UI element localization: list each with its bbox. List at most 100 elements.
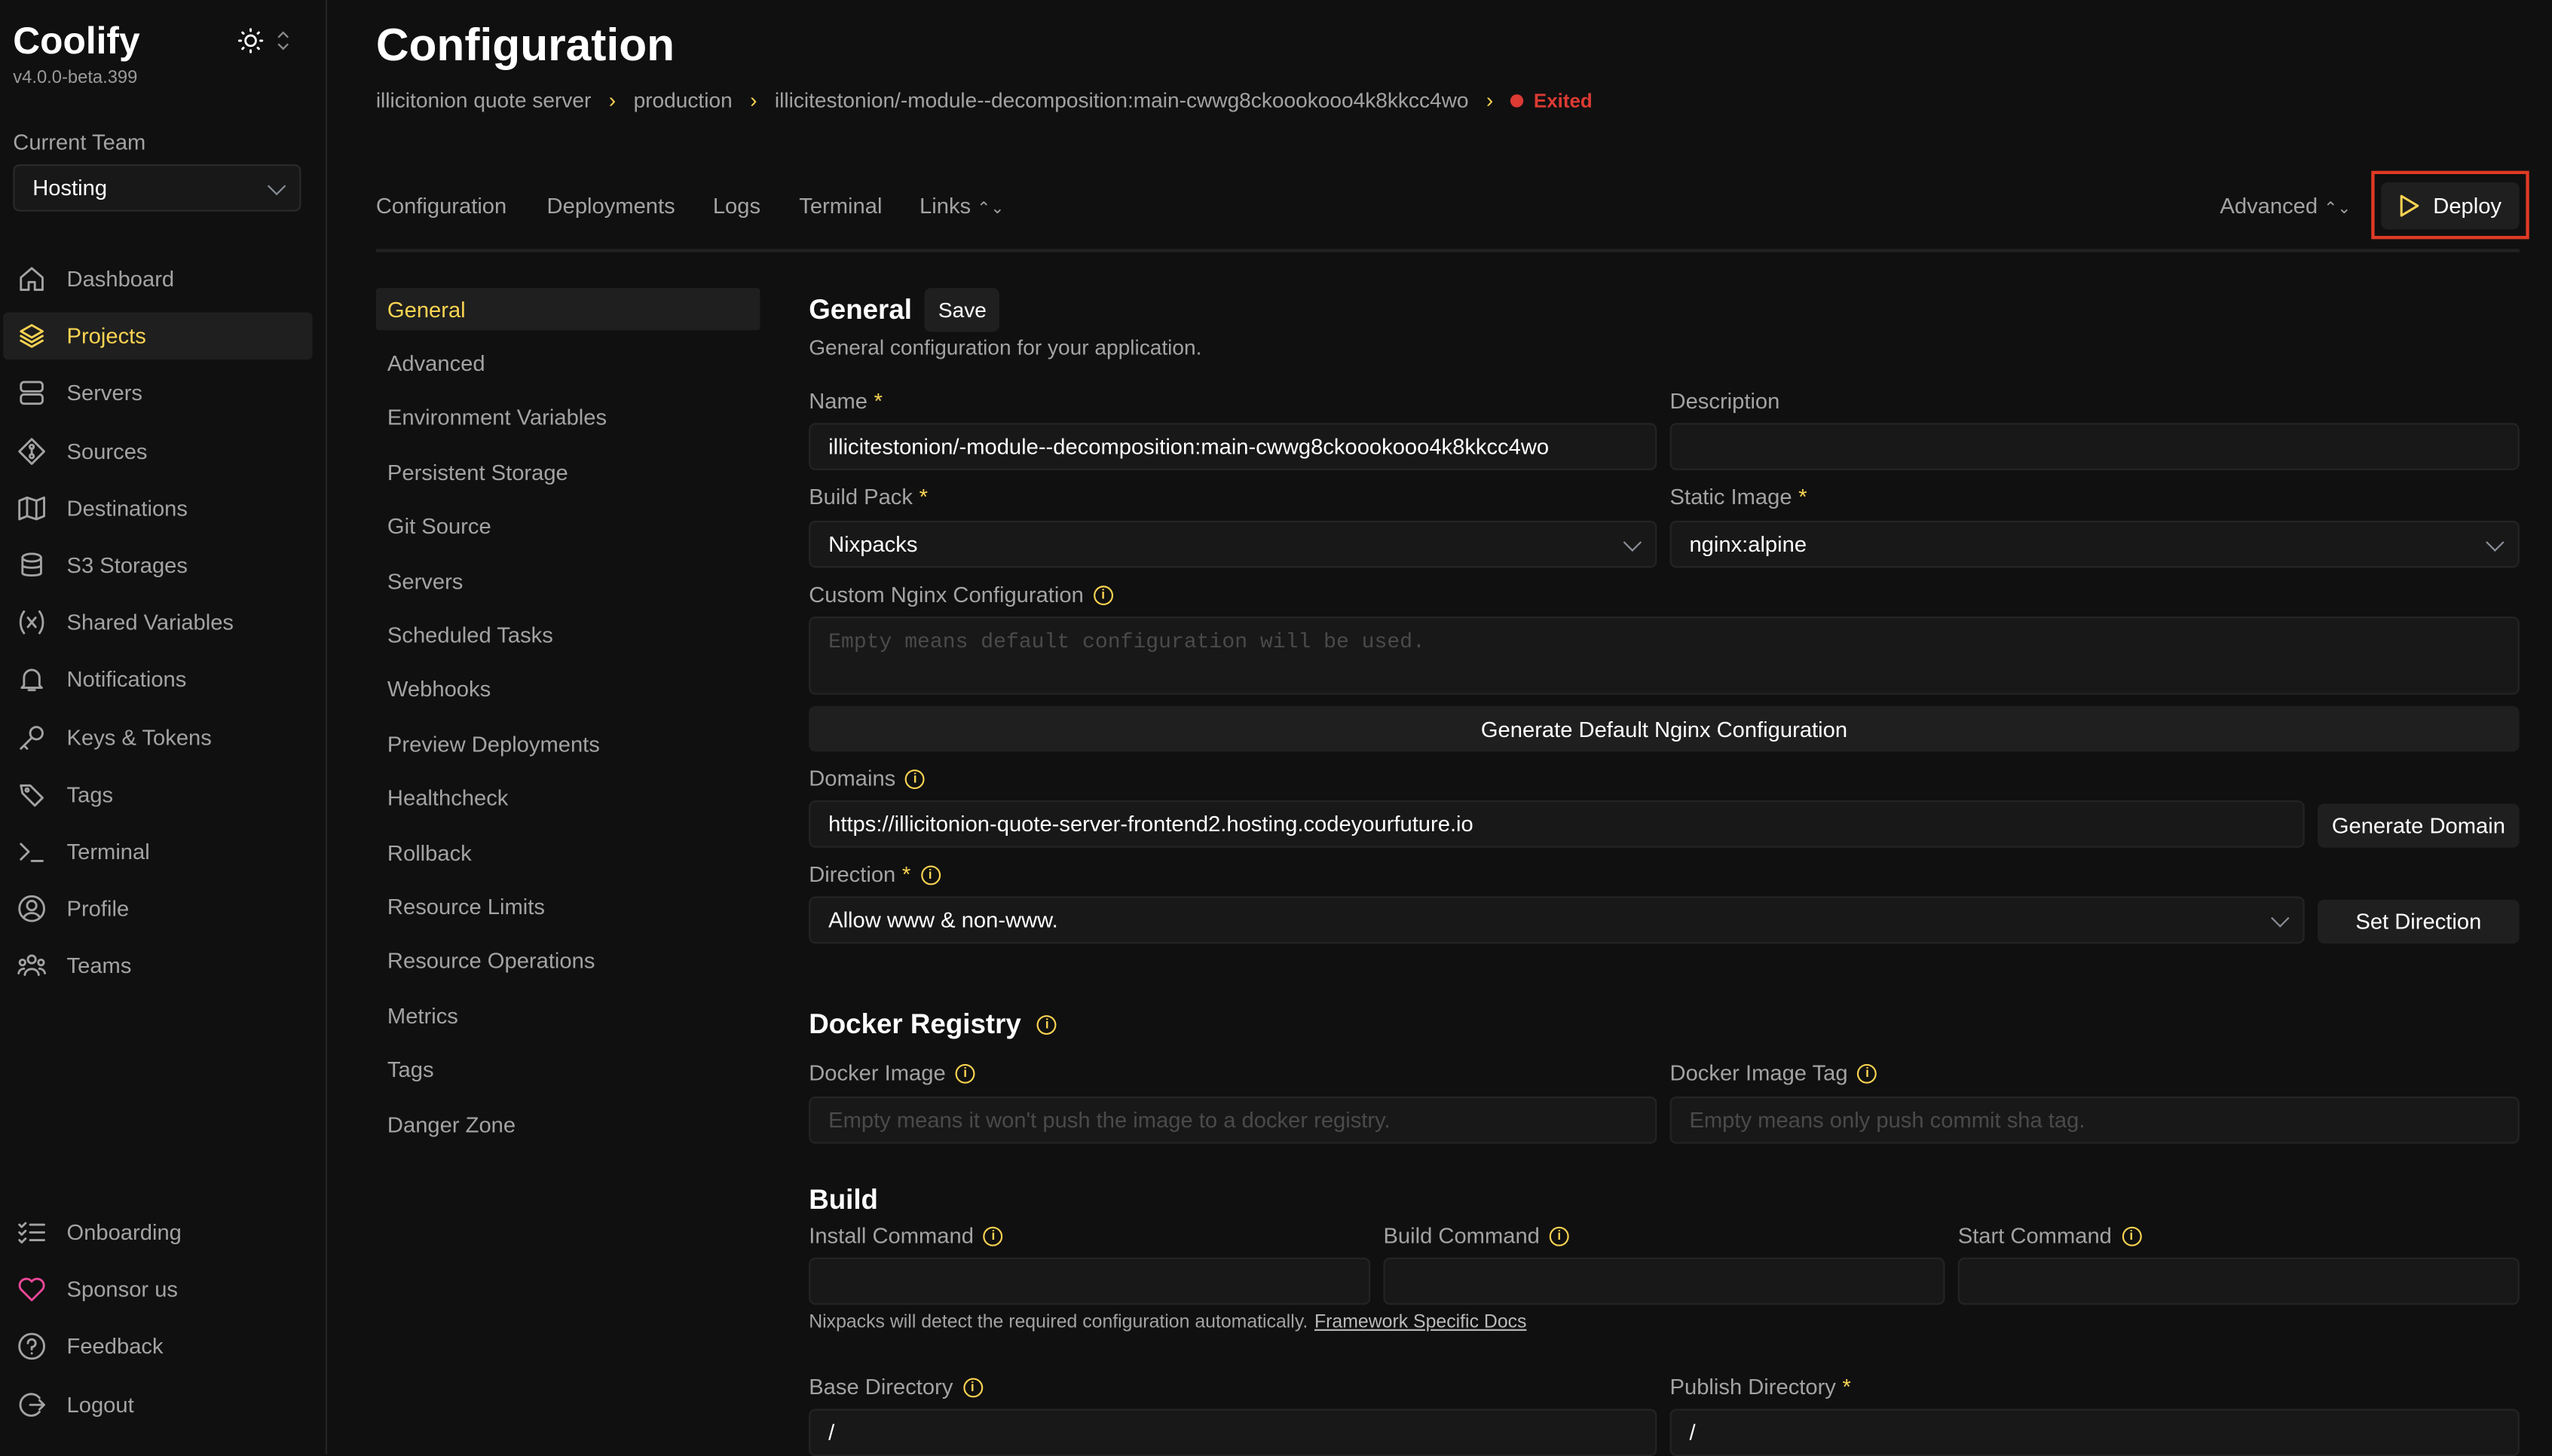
subnav-item-preview-deployments[interactable]: Preview Deployments <box>387 731 600 757</box>
subnav-item-advanced[interactable]: Advanced <box>387 351 485 376</box>
sidebar-item-s3-storages[interactable]: S3 Storages <box>3 542 312 589</box>
sidebar-item-dashboard[interactable]: Dashboard <box>3 255 312 303</box>
docker-image-label-text: Docker Image <box>809 1060 946 1085</box>
static-image-select[interactable]: nginx:alpine <box>1669 520 2520 568</box>
breadcrumb-project[interactable]: illicitonion quote server <box>375 87 592 112</box>
tab-deployments[interactable]: Deployments <box>546 193 675 219</box>
sidebar-item-keys-tokens[interactable]: Keys & Tokens <box>3 714 312 761</box>
sidebar-item-notifications[interactable]: Notifications <box>3 656 312 704</box>
general-subtitle: General configuration for your applicati… <box>809 335 1202 360</box>
required-icon: * <box>919 485 928 509</box>
play-icon <box>2400 194 2419 217</box>
install-command-label: Install Command i <box>809 1223 1003 1248</box>
subnav-item-rollback[interactable]: Rollback <box>387 840 472 865</box>
info-icon[interactable]: i <box>1037 1015 1057 1035</box>
publish-directory-input[interactable]: / <box>1669 1409 2520 1456</box>
tab-links[interactable]: Links ⌃⌄ <box>920 194 1004 218</box>
nginx-config-textarea[interactable]: Empty means default configuration will b… <box>809 616 2520 695</box>
chevron-down-icon <box>1623 532 1642 551</box>
subnav-item-danger-zone[interactable]: Danger Zone <box>387 1112 516 1136</box>
sidebar-item-logout[interactable]: Logout <box>3 1381 312 1428</box>
base-directory-input[interactable]: / <box>809 1409 1657 1456</box>
sidebar-item-label: Sponsor us <box>66 1277 179 1302</box>
info-icon[interactable]: i <box>955 1063 975 1083</box>
build-pack-label: Build Pack * <box>809 485 928 509</box>
chevron-updown-icon: ⌃⌄ <box>2324 200 2352 219</box>
subnav-item-resource-limits[interactable]: Resource Limits <box>387 895 545 919</box>
sidebar-item-tags[interactable]: Tags <box>3 771 312 818</box>
subnav-item-webhooks[interactable]: Webhooks <box>387 677 491 702</box>
info-icon[interactable]: i <box>2121 1225 2141 1246</box>
sidebar-item-projects[interactable]: Projects <box>3 312 313 360</box>
sidebar-item-label: Projects <box>66 324 146 349</box>
required-icon: * <box>1842 1375 1851 1399</box>
subnav-item-tags[interactable]: Tags <box>387 1057 434 1082</box>
info-icon[interactable]: i <box>983 1225 1003 1246</box>
save-button[interactable]: Save <box>925 288 1000 332</box>
generate-nginx-button[interactable]: Generate Default Nginx Configuration <box>809 705 2520 752</box>
direction-value: Allow www & non-www. <box>828 907 1058 932</box>
advanced-menu[interactable]: Advanced ⌃⌄ <box>2220 194 2351 218</box>
generate-domain-button[interactable]: Generate Domain <box>2317 803 2520 848</box>
description-input[interactable] <box>1669 423 2520 470</box>
info-icon[interactable]: i <box>1093 585 1113 604</box>
subnav-item-metrics[interactable]: Metrics <box>387 1003 458 1028</box>
deploy-button[interactable]: Deploy <box>2381 182 2520 230</box>
name-input[interactable]: illicitestonion/-module--decomposition:m… <box>809 423 1657 470</box>
build-command-input[interactable] <box>1383 1257 1945 1305</box>
domains-input[interactable]: https://illicitonion-quote-server-fronte… <box>809 800 2305 848</box>
subnav-item-healthcheck[interactable]: Healthcheck <box>387 785 509 811</box>
subnav-item-general[interactable]: General <box>375 288 760 331</box>
team-select[interactable]: Hosting <box>13 164 301 212</box>
info-icon[interactable]: i <box>1857 1063 1877 1083</box>
sidebar-item-onboarding[interactable]: Onboarding <box>3 1209 312 1256</box>
domains-label-text: Domains <box>809 766 896 791</box>
start-command-input[interactable] <box>1957 1257 2520 1305</box>
tab-logs[interactable]: Logs <box>712 193 761 219</box>
static-image-label: Static Image * <box>1670 485 1807 509</box>
sidebar-item-sponsor-us[interactable]: Sponsor us <box>3 1266 312 1314</box>
users-icon <box>17 955 46 977</box>
direction-select[interactable]: Allow www & non-www. <box>809 896 2305 944</box>
sidebar-item-profile[interactable]: Profile <box>3 886 312 933</box>
info-icon[interactable]: i <box>920 864 941 885</box>
sidebar-item-shared-variables[interactable]: Shared Variables <box>3 599 312 647</box>
tab-configuration[interactable]: Configuration <box>375 193 507 219</box>
subnav-item-environment-variables[interactable]: Environment Variables <box>387 405 607 430</box>
info-icon[interactable]: i <box>1549 1225 1569 1246</box>
chevron-down-icon <box>267 176 286 195</box>
subnav-item-servers[interactable]: Servers <box>387 568 464 593</box>
build-pack-select[interactable]: Nixpacks <box>809 520 1657 568</box>
terminal-icon <box>20 843 44 862</box>
sidebar-item-label: Notifications <box>66 667 187 693</box>
subnav-item-persistent-storage[interactable]: Persistent Storage <box>387 460 568 485</box>
nixpacks-hint-text: Nixpacks will detect the required config… <box>809 1313 1308 1333</box>
info-icon[interactable]: i <box>962 1377 983 1397</box>
info-icon[interactable]: i <box>905 769 926 788</box>
install-command-input[interactable] <box>809 1257 1371 1305</box>
set-direction-button[interactable]: Set Direction <box>2317 899 2520 944</box>
breadcrumb-environment[interactable]: production <box>633 87 733 112</box>
subnav-item-resource-operations[interactable]: Resource Operations <box>387 949 595 974</box>
subnav-item-scheduled-tasks[interactable]: Scheduled Tasks <box>387 622 553 647</box>
sidebar-item-destinations[interactable]: Destinations <box>3 485 312 532</box>
sidebar-item-label: Terminal <box>66 839 150 864</box>
key-icon <box>20 725 44 749</box>
sidebar-item-sources[interactable]: Sources <box>3 427 312 475</box>
sidebar-item-feedback[interactable]: Feedback <box>3 1323 312 1371</box>
docker-tag-input[interactable]: Empty means only push commit sha tag. <box>1669 1097 2520 1144</box>
sun-icon[interactable] <box>237 28 264 54</box>
server-icon <box>20 381 44 405</box>
subnav-item-git-source[interactable]: Git Source <box>387 514 491 539</box>
chevron-updown-icon[interactable] <box>277 29 289 52</box>
breadcrumb-resource[interactable]: illicitestonion/-module--decomposition:m… <box>774 87 1469 112</box>
tab-terminal[interactable]: Terminal <box>799 193 883 219</box>
sidebar-item-teams[interactable]: Teams <box>3 943 312 990</box>
docker-image-input[interactable]: Empty means it won't push the image to a… <box>809 1097 1657 1144</box>
start-command-label: Start Command i <box>1958 1223 2141 1248</box>
sidebar-item-label: Sources <box>66 438 148 463</box>
heart-icon <box>18 1277 45 1302</box>
sidebar-item-terminal[interactable]: Terminal <box>3 828 312 876</box>
framework-docs-link[interactable]: Framework Specific Docs <box>1314 1313 1527 1333</box>
sidebar-item-servers[interactable]: Servers <box>3 370 312 418</box>
